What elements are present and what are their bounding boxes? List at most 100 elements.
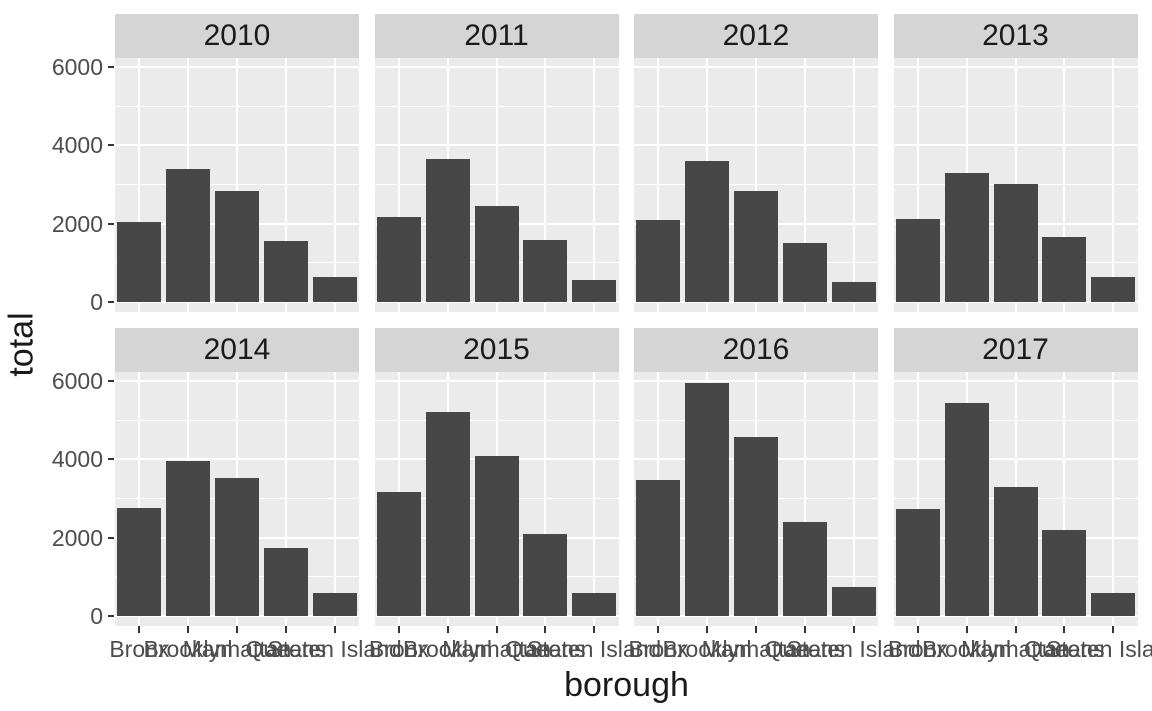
- bar-manhattan: [474, 206, 519, 302]
- bar-brooklyn: [166, 169, 211, 302]
- x-tick: [852, 626, 855, 633]
- bar-bronx: [117, 507, 162, 616]
- facet-panel-2015: [374, 372, 619, 626]
- x-tick-label: Bronx: [887, 636, 948, 662]
- bar-staten-island: [312, 277, 357, 302]
- x-tick: [916, 626, 919, 633]
- gridline-vertical: [1112, 58, 1115, 312]
- x-tick-label: Brooklyn: [921, 636, 1012, 662]
- x-tick-label: Staten Island: [526, 636, 662, 662]
- y-tick: [108, 615, 114, 617]
- gridline-vertical: [803, 58, 806, 312]
- bar-manhattan: [993, 486, 1038, 616]
- facet-strip-2010: 2010: [115, 14, 359, 58]
- bar-queens: [523, 240, 568, 302]
- gridline-vertical: [916, 58, 919, 312]
- x-tick: [755, 626, 757, 633]
- bar-brooklyn: [944, 402, 989, 616]
- y-tick: [108, 144, 114, 147]
- x-tick: [446, 626, 449, 633]
- gridline-vertical: [755, 58, 757, 312]
- facet-panel-2012: [634, 58, 878, 312]
- bar-manhattan: [993, 184, 1038, 302]
- bar-queens: [1042, 530, 1087, 616]
- y-tick-label: 4000: [51, 446, 103, 473]
- y-tick: [108, 66, 114, 68]
- facet-panel-2014: [115, 372, 359, 626]
- bar-brooklyn: [944, 172, 989, 302]
- bar-bronx: [895, 508, 940, 616]
- facet-strip-2017: 2017: [893, 328, 1138, 372]
- facet-panel-2011: [374, 58, 619, 312]
- facet-strip-2012: 2012: [634, 14, 878, 58]
- gridline-vertical: [138, 58, 141, 312]
- x-tick-label: Manhattan: [442, 636, 551, 662]
- bar-queens: [523, 534, 568, 616]
- x-tick-label: Staten Island: [1045, 636, 1152, 662]
- x-tick-label: Staten Island: [267, 636, 402, 662]
- gridline-vertical: [852, 372, 855, 626]
- gridline-vertical: [333, 372, 336, 626]
- facet-strip-label: 2011: [464, 19, 529, 52]
- x-tick: [284, 626, 287, 633]
- facet-strip-label: 2013: [982, 19, 1049, 52]
- facet-strip-2011: 2011: [374, 14, 619, 58]
- y-tick-label: 6000: [51, 54, 103, 80]
- x-tick: [1112, 626, 1115, 633]
- facet-strip-label: 2014: [203, 333, 271, 366]
- bar-queens: [263, 547, 308, 616]
- y-tick-label: 2000: [51, 524, 103, 551]
- facet-strip-label: 2015: [463, 333, 530, 366]
- x-tick-label: Queens: [1024, 636, 1105, 662]
- gridline-vertical: [593, 372, 596, 626]
- facet-panel-2016: [634, 372, 878, 626]
- gridline-vertical: [657, 58, 660, 312]
- bar-bronx: [895, 218, 940, 302]
- bar-bronx: [376, 217, 421, 302]
- x-tick-label: Manhattan: [961, 636, 1070, 662]
- bar-staten-island: [1091, 276, 1136, 302]
- x-tick-label: Bronx: [628, 636, 689, 662]
- x-tick: [965, 626, 968, 633]
- facet-strip-label: 2017: [982, 333, 1049, 366]
- bar-bronx: [636, 480, 681, 616]
- y-tick: [108, 222, 114, 225]
- x-tick-label: Brooklyn: [662, 636, 752, 662]
- y-tick-label: 0: [90, 289, 103, 315]
- gridline-vertical: [852, 58, 855, 312]
- x-axis-title: borough: [564, 666, 689, 704]
- gridline-vertical: [397, 58, 400, 312]
- bar-manhattan: [734, 190, 778, 302]
- x-tick: [236, 626, 238, 633]
- gridline-vertical: [1112, 372, 1115, 626]
- x-tick-label: Bronx: [368, 636, 429, 662]
- x-tick: [657, 626, 660, 633]
- bar-bronx: [117, 222, 162, 302]
- y-tick: [108, 380, 114, 382]
- gridline-vertical: [236, 58, 238, 312]
- x-tick-label: Brooklyn: [143, 636, 233, 662]
- x-tick-label: Manhattan: [182, 636, 292, 662]
- x-tick: [187, 626, 190, 633]
- gridline-vertical: [916, 372, 919, 626]
- x-tick-label: Bronx: [109, 636, 170, 662]
- bar-staten-island: [312, 592, 357, 616]
- bar-brooklyn: [166, 460, 211, 616]
- y-tick-label: 6000: [51, 368, 103, 394]
- bar-queens: [263, 240, 308, 302]
- y-tick: [108, 301, 114, 303]
- x-tick: [397, 626, 400, 633]
- bar-manhattan: [474, 456, 519, 616]
- bar-bronx: [376, 491, 421, 616]
- x-tick-label: Manhattan: [701, 636, 811, 662]
- x-tick: [706, 626, 709, 633]
- bar-brooklyn: [685, 161, 730, 302]
- bar-staten-island: [831, 281, 876, 302]
- gridline-vertical: [593, 58, 596, 312]
- facet-panel-2017: [893, 372, 1138, 626]
- x-tick-label: Queens: [245, 636, 327, 662]
- gridline-vertical: [544, 372, 547, 626]
- gridline-vertical: [284, 58, 287, 312]
- x-tick: [803, 626, 806, 633]
- bar-manhattan: [734, 437, 778, 616]
